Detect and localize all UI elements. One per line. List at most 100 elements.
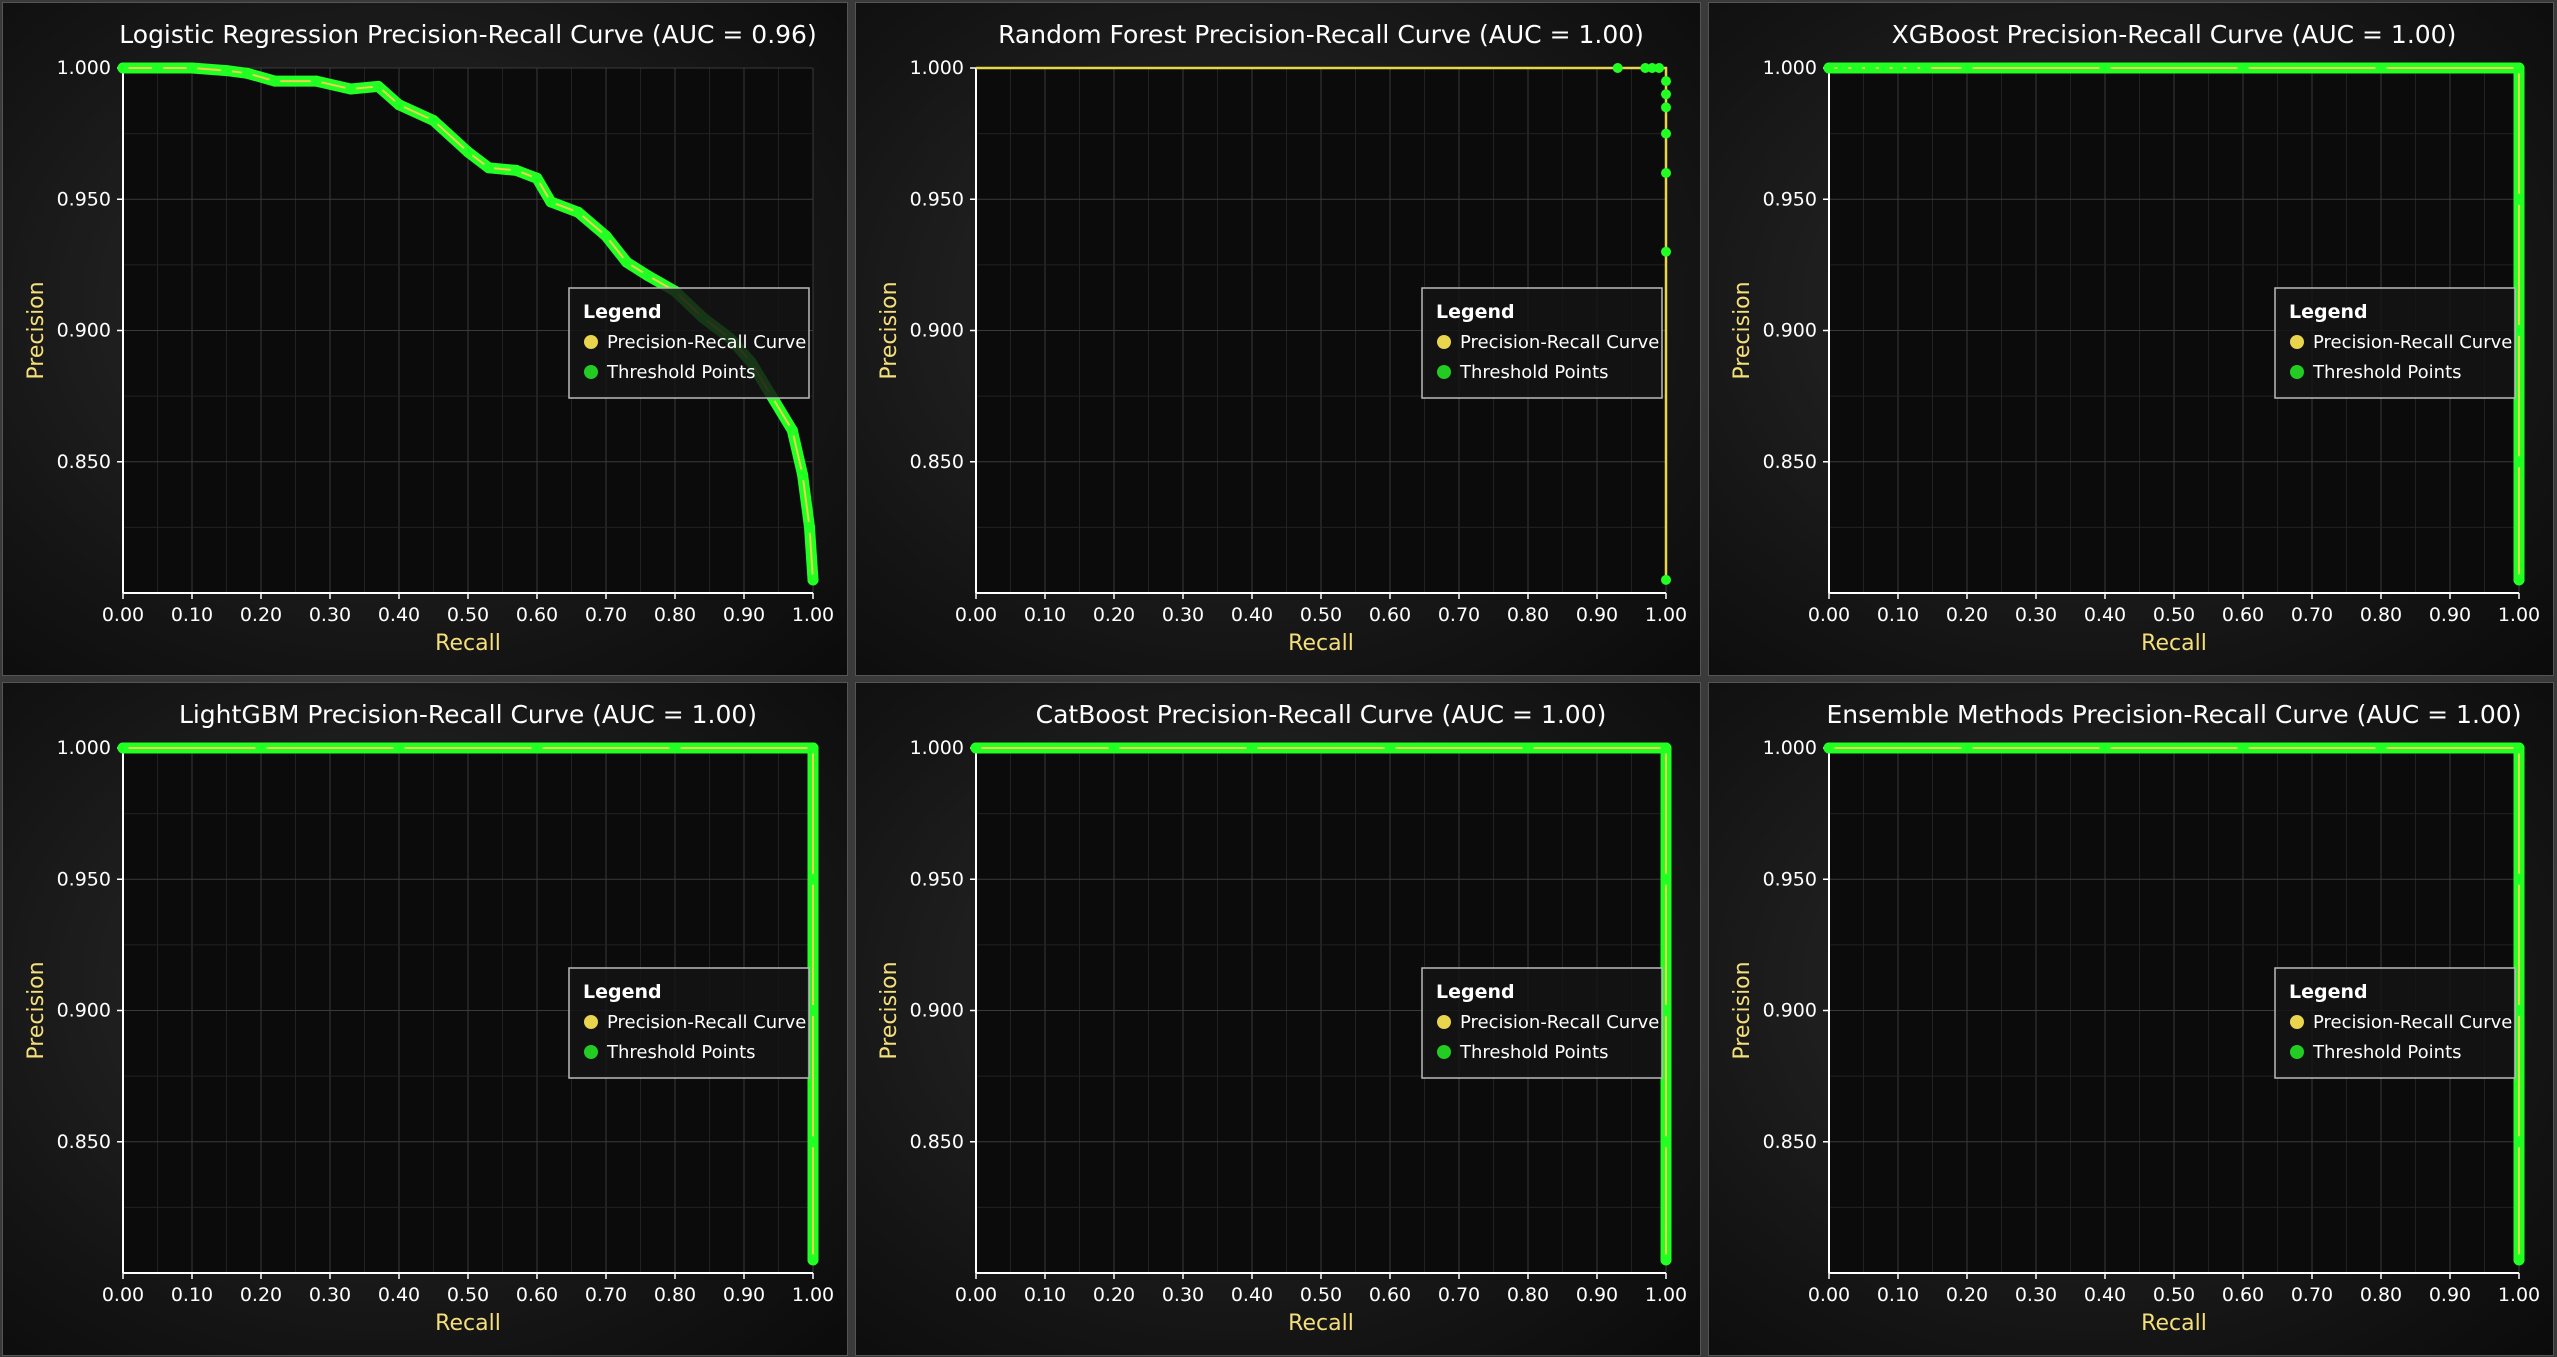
y-tick-label: 1.000 [1763, 57, 1817, 79]
legend: Legend Precision-Recall Curve Threshold Po… [1421, 287, 1663, 399]
threshold-point [807, 873, 819, 885]
x-tick-label: 0.80 [654, 604, 696, 626]
legend: Legend Precision-Recall Curve Threshold Po… [568, 967, 810, 1079]
threshold-point [1647, 63, 1658, 73]
legend-points-marker [584, 1045, 598, 1059]
chart-panel: 0.00 0.10 0.20 0.30 0.40 0.50 0.60 0.70 0.80 0.90… [855, 2, 1701, 676]
legend-title: Legend [2289, 981, 2368, 1003]
threshold-point [2099, 62, 2111, 74]
legend-item-label: Threshold Points [2312, 362, 2462, 383]
threshold-point [1920, 62, 1932, 74]
y-tick-label: 0.900 [57, 320, 111, 342]
legend-curve-marker [1437, 335, 1451, 349]
threshold-point [1660, 873, 1672, 885]
threshold-point [483, 162, 495, 174]
x-tick-label: 0.50 [2153, 1284, 2195, 1306]
legend-item-label: Precision-Recall Curve [607, 1012, 806, 1033]
x-tick-label: 0.80 [1507, 604, 1549, 626]
x-tick-label: 0.10 [1024, 1284, 1066, 1306]
threshold-point [221, 65, 232, 77]
threshold-point [393, 99, 405, 111]
chart-svg: 0.00 0.10 0.20 0.30 0.40 0.50 0.60 0.70 0.80 0.90… [877, 700, 1687, 1336]
legend-box [568, 967, 810, 1079]
threshold-point [1864, 62, 1876, 74]
threshold-point [1108, 742, 1120, 754]
x-tick-label: 0.00 [1808, 1284, 1850, 1306]
x-tick-label: 0.40 [1231, 604, 1273, 626]
threshold-point [2513, 62, 2525, 74]
threshold-point [1961, 742, 1973, 754]
legend-box [1421, 967, 1663, 1079]
chart-svg: 0.00 0.10 0.20 0.30 0.40 0.50 0.60 0.70 0.80 0.90… [24, 20, 834, 656]
y-tick-label: 0.850 [1763, 451, 1817, 473]
chart-panel: 0.00 0.10 0.20 0.30 0.40 0.50 0.60 0.70 0.80 0.90… [2, 682, 848, 1356]
y-tick-label: 0.950 [57, 868, 111, 890]
threshold-point [2513, 1005, 2525, 1016]
x-tick-label: 0.70 [585, 604, 627, 626]
y-tick-label: 1.000 [1763, 737, 1817, 759]
legend-box [1421, 287, 1663, 399]
chart-svg: 0.00 0.10 0.20 0.30 0.40 0.50 0.60 0.70 0.80 0.90… [1730, 700, 2540, 1336]
x-tick-label: 0.30 [1162, 604, 1204, 626]
x-tick-label: 1.00 [1645, 604, 1687, 626]
threshold-point [1660, 1005, 1672, 1016]
threshold-point [2513, 193, 2525, 205]
threshold-point [2237, 62, 2249, 74]
x-tick-label: 0.40 [2084, 604, 2126, 626]
x-axis-label: Recall [2141, 1311, 2207, 1336]
x-tick-label: 1.00 [792, 1284, 834, 1306]
x-tick-label: 1.00 [1645, 1284, 1687, 1306]
threshold-point [600, 230, 612, 242]
x-axis-label: Recall [2141, 631, 2207, 656]
x-tick-label: 0.90 [1576, 604, 1618, 626]
x-axis-label: Recall [1288, 1311, 1354, 1336]
legend-title: Legend [1436, 301, 1515, 323]
y-tick-label: 0.950 [1763, 868, 1817, 890]
threshold-point [1640, 63, 1651, 73]
threshold-point [2375, 62, 2387, 74]
x-tick-label: 0.20 [1946, 604, 1988, 626]
x-tick-label: 0.70 [585, 1284, 627, 1306]
x-tick-label: 0.60 [1369, 604, 1411, 626]
x-tick-label: 1.00 [2498, 1284, 2540, 1306]
threshold-point [1823, 62, 1835, 74]
threshold-point [797, 469, 809, 481]
x-tick-label: 0.90 [1576, 1284, 1618, 1306]
x-tick-label: 0.10 [171, 604, 213, 626]
threshold-point [310, 75, 322, 87]
x-tick-label: 0.40 [1231, 1284, 1273, 1306]
x-tick-label: 0.60 [516, 604, 558, 626]
y-tick-label: 0.900 [910, 320, 964, 342]
x-tick-label: 0.50 [1300, 604, 1342, 626]
threshold-point [1661, 574, 1671, 585]
legend-curve-marker [584, 335, 598, 349]
x-tick-label: 0.60 [516, 1284, 558, 1306]
x-tick-label: 0.20 [1093, 1284, 1135, 1306]
x-tick-label: 0.90 [723, 604, 765, 626]
legend-item-label: Precision-Recall Curve [2313, 1012, 2512, 1033]
legend-curve-marker [2290, 1015, 2304, 1029]
threshold-point [2513, 325, 2525, 336]
x-tick-label: 0.30 [309, 604, 351, 626]
legend-item-label: Threshold Points [1459, 1042, 1609, 1063]
x-tick-label: 0.60 [1369, 1284, 1411, 1306]
threshold-point [1654, 63, 1665, 73]
x-tick-label: 0.20 [1946, 1284, 1988, 1306]
threshold-point [1612, 63, 1623, 73]
x-tick-label: 0.30 [309, 1284, 351, 1306]
threshold-point [621, 256, 633, 268]
threshold-point [545, 196, 557, 208]
x-tick-label: 0.30 [2015, 604, 2057, 626]
x-tick-label: 0.10 [171, 1284, 213, 1306]
chart-panel: 0.00 0.10 0.20 0.30 0.40 0.50 0.60 0.70 0.80 0.90… [1708, 682, 2554, 1356]
threshold-point [117, 742, 129, 754]
threshold-point [804, 521, 816, 533]
threshold-point [807, 742, 819, 754]
y-tick-label: 0.900 [1763, 320, 1817, 342]
threshold-point [1522, 742, 1534, 754]
x-tick-label: 0.80 [654, 1284, 696, 1306]
x-tick-label: 0.90 [2429, 604, 2471, 626]
threshold-point [641, 269, 653, 281]
legend-box [2274, 287, 2516, 399]
